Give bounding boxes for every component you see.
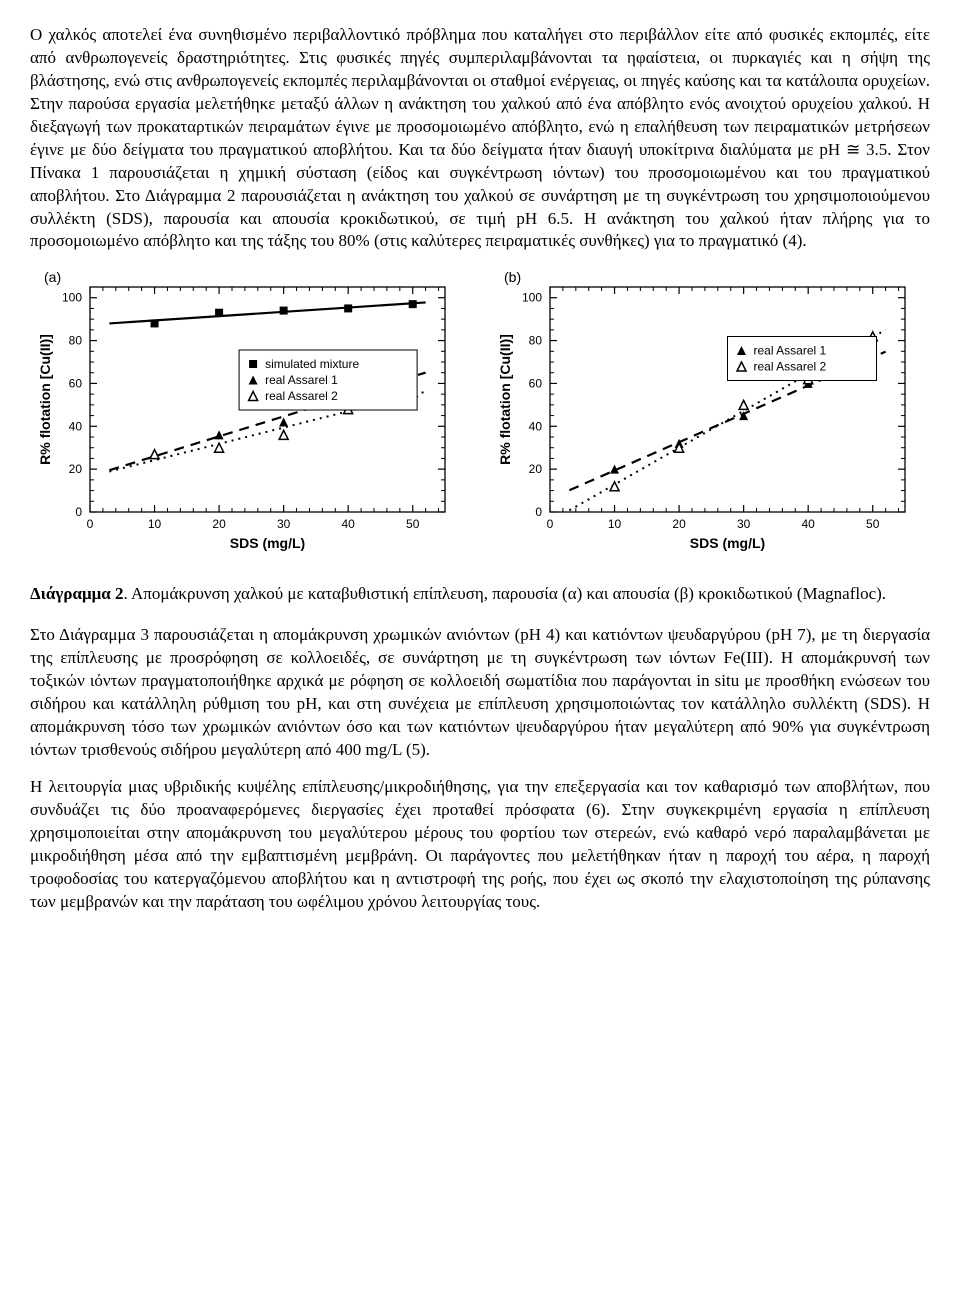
paragraph-hybrid-cell: Η λειτουργία μιας υβριδικής κυψέλης επίπ… bbox=[30, 776, 930, 914]
panel-b-tag: (b) bbox=[504, 269, 521, 285]
svg-text:20: 20 bbox=[529, 463, 543, 477]
svg-text:60: 60 bbox=[69, 377, 83, 391]
chart-panel-b: (b) 0 10 20 30 40 50 0 20 40 60 80 100 SDS (mg/L) R% … bbox=[490, 267, 930, 577]
svg-text:80: 80 bbox=[529, 334, 543, 348]
svg-text:real Assarel 1: real Assarel 1 bbox=[754, 344, 827, 358]
svg-text:30: 30 bbox=[277, 517, 291, 531]
svg-text:40: 40 bbox=[802, 517, 816, 531]
svg-text:real Assarel 1: real Assarel 1 bbox=[265, 373, 338, 387]
svg-text:10: 10 bbox=[608, 517, 622, 531]
svg-text:20: 20 bbox=[212, 517, 226, 531]
chart-b-svg: 0 10 20 30 40 50 0 20 40 60 80 100 SDS (mg/L) R% flot… bbox=[490, 267, 930, 577]
svg-text:20: 20 bbox=[69, 463, 83, 477]
paragraph-chromate-zinc: Στο Διάγραμμα 3 παρουσιάζεται η απομάκρυ… bbox=[30, 624, 930, 762]
svg-text:10: 10 bbox=[148, 517, 162, 531]
svg-text:real Assarel 2: real Assarel 2 bbox=[265, 389, 338, 403]
caption-lead: Διάγραμμα 2 bbox=[30, 584, 123, 603]
svg-text:50: 50 bbox=[406, 517, 420, 531]
caption-rest: . Απομάκρυνση χαλκού με καταβυθιστική επ… bbox=[123, 584, 886, 603]
svg-text:100: 100 bbox=[522, 291, 542, 305]
svg-text:40: 40 bbox=[342, 517, 356, 531]
svg-text:0: 0 bbox=[87, 517, 94, 531]
svg-text:R% flotation [Cu(II)]: R% flotation [Cu(II)] bbox=[497, 335, 513, 466]
svg-text:100: 100 bbox=[62, 291, 82, 305]
svg-text:0: 0 bbox=[547, 517, 554, 531]
svg-text:real Assarel 2: real Assarel 2 bbox=[754, 360, 827, 374]
svg-text:60: 60 bbox=[529, 377, 543, 391]
svg-text:40: 40 bbox=[529, 420, 543, 434]
svg-text:simulated mixture: simulated mixture bbox=[265, 357, 359, 371]
page-root: Ο χαλκός αποτελεί ένα συνηθισμένο περιβα… bbox=[0, 0, 960, 968]
svg-text:50: 50 bbox=[866, 517, 880, 531]
svg-text:40: 40 bbox=[69, 420, 83, 434]
chart-panel-a: (a) 0 10 20 30 40 50 0 20 40 60 80 100 SDS (mg/L) R% … bbox=[30, 267, 470, 577]
intro-paragraph: Ο χαλκός αποτελεί ένα συνηθισμένο περιβα… bbox=[30, 24, 930, 253]
svg-text:R% flotation [Cu(II)]: R% flotation [Cu(II)] bbox=[37, 335, 53, 466]
svg-text:0: 0 bbox=[535, 505, 542, 519]
svg-text:80: 80 bbox=[69, 334, 83, 348]
svg-text:SDS (mg/L): SDS (mg/L) bbox=[690, 535, 765, 551]
panel-a-tag: (a) bbox=[44, 269, 61, 285]
figure-2: (a) 01020304050020406080100SDS (mg/L)R% … bbox=[30, 267, 930, 577]
svg-text:SDS (mg/L): SDS (mg/L) bbox=[230, 535, 305, 551]
chart-a-svg: 0 10 20 30 40 50 0 20 40 60 80 100 SDS (mg/L) R% flot… bbox=[30, 267, 470, 577]
figure-2-caption: Διάγραμμα 2. Απομάκρυνση χαλκού με καταβ… bbox=[30, 583, 930, 606]
svg-text:0: 0 bbox=[75, 505, 82, 519]
svg-text:20: 20 bbox=[672, 517, 686, 531]
svg-text:30: 30 bbox=[737, 517, 751, 531]
